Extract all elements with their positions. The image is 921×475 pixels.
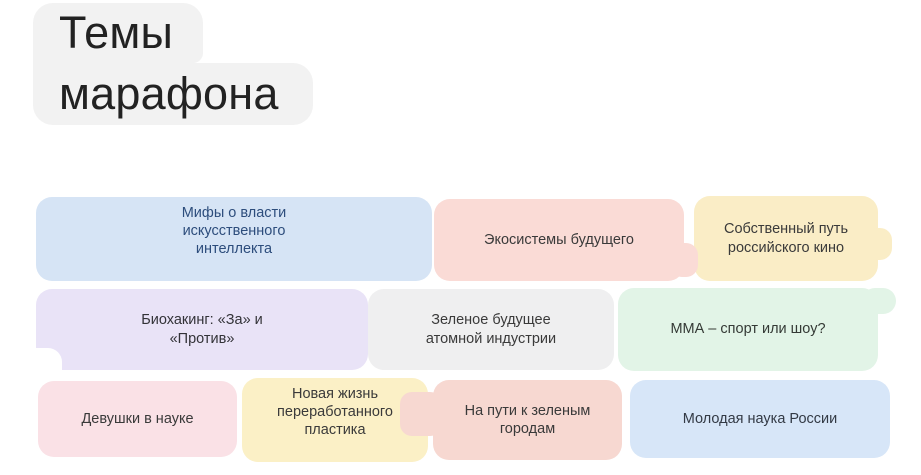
topic-label: ММА – спорт или шоу?	[670, 321, 826, 338]
topic-label: Зеленое будущее атомной индустрии	[425, 312, 557, 347]
topic-chip: Новая жизнь переработанного пластика	[242, 378, 428, 462]
topic-label: Молодая наука России	[682, 410, 838, 427]
topic-label: Собственный путь российского кино	[723, 221, 849, 256]
topic-chip: ММА – спорт или шоу?	[618, 288, 896, 371]
topic-label: Новая жизнь переработанного пластика	[277, 385, 393, 439]
topic-chip: Девушки в науке	[38, 381, 237, 457]
topic-chip: Собственный путь российского кино	[694, 196, 892, 281]
topic-label: Экосистемы будущего	[484, 231, 634, 248]
topic-label: На пути к зеленым городам	[464, 402, 591, 437]
topic-label: Биохакинг: «За» и «Против»	[141, 312, 263, 347]
topic-chip: Экосистемы будущего	[434, 199, 698, 281]
topic-chip: Мифы о власти искусственного интеллекта	[36, 197, 432, 281]
page-title-line-2: марафона	[33, 63, 313, 125]
topic-label: Мифы о власти искусственного интеллекта	[181, 204, 287, 258]
topic-label: Девушки в науке	[81, 410, 194, 427]
topic-chip: Молодая наука России	[630, 380, 890, 458]
topic-chip: На пути к зеленым городам	[400, 380, 622, 460]
page-title-line-1: Темы	[33, 3, 204, 63]
topic-chip: Зеленое будущее атомной индустрии	[368, 289, 614, 370]
topic-chip: Биохакинг: «За» и «Против»	[36, 289, 368, 370]
page-title: Темы марафона	[33, 3, 313, 125]
